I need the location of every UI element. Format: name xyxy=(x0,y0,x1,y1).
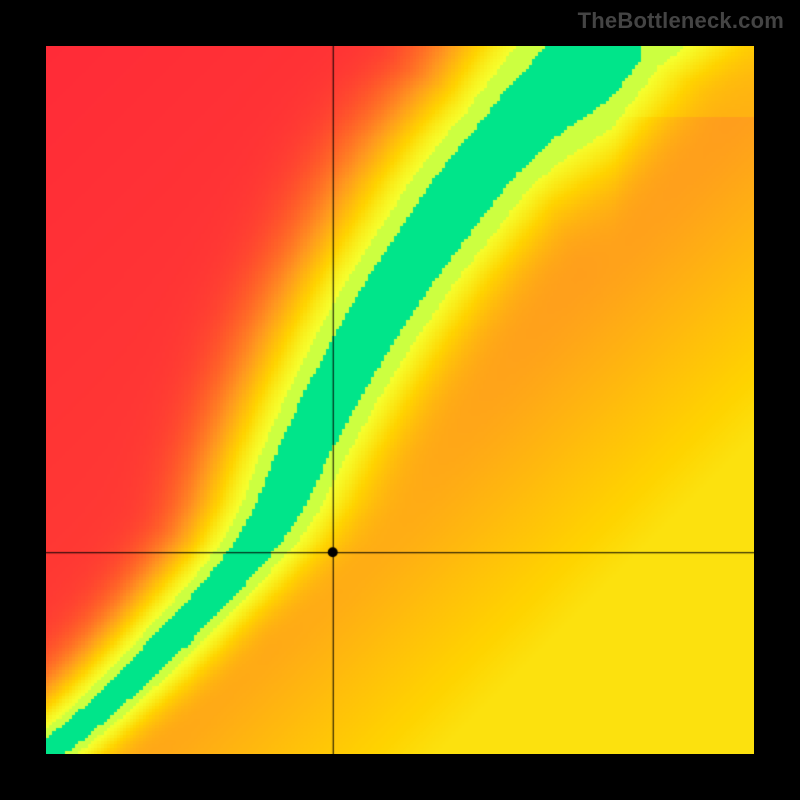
watermark-text: TheBottleneck.com xyxy=(578,8,784,34)
heatmap-canvas xyxy=(46,46,754,754)
chart-container: TheBottleneck.com xyxy=(0,0,800,800)
heatmap-plot xyxy=(46,46,754,754)
